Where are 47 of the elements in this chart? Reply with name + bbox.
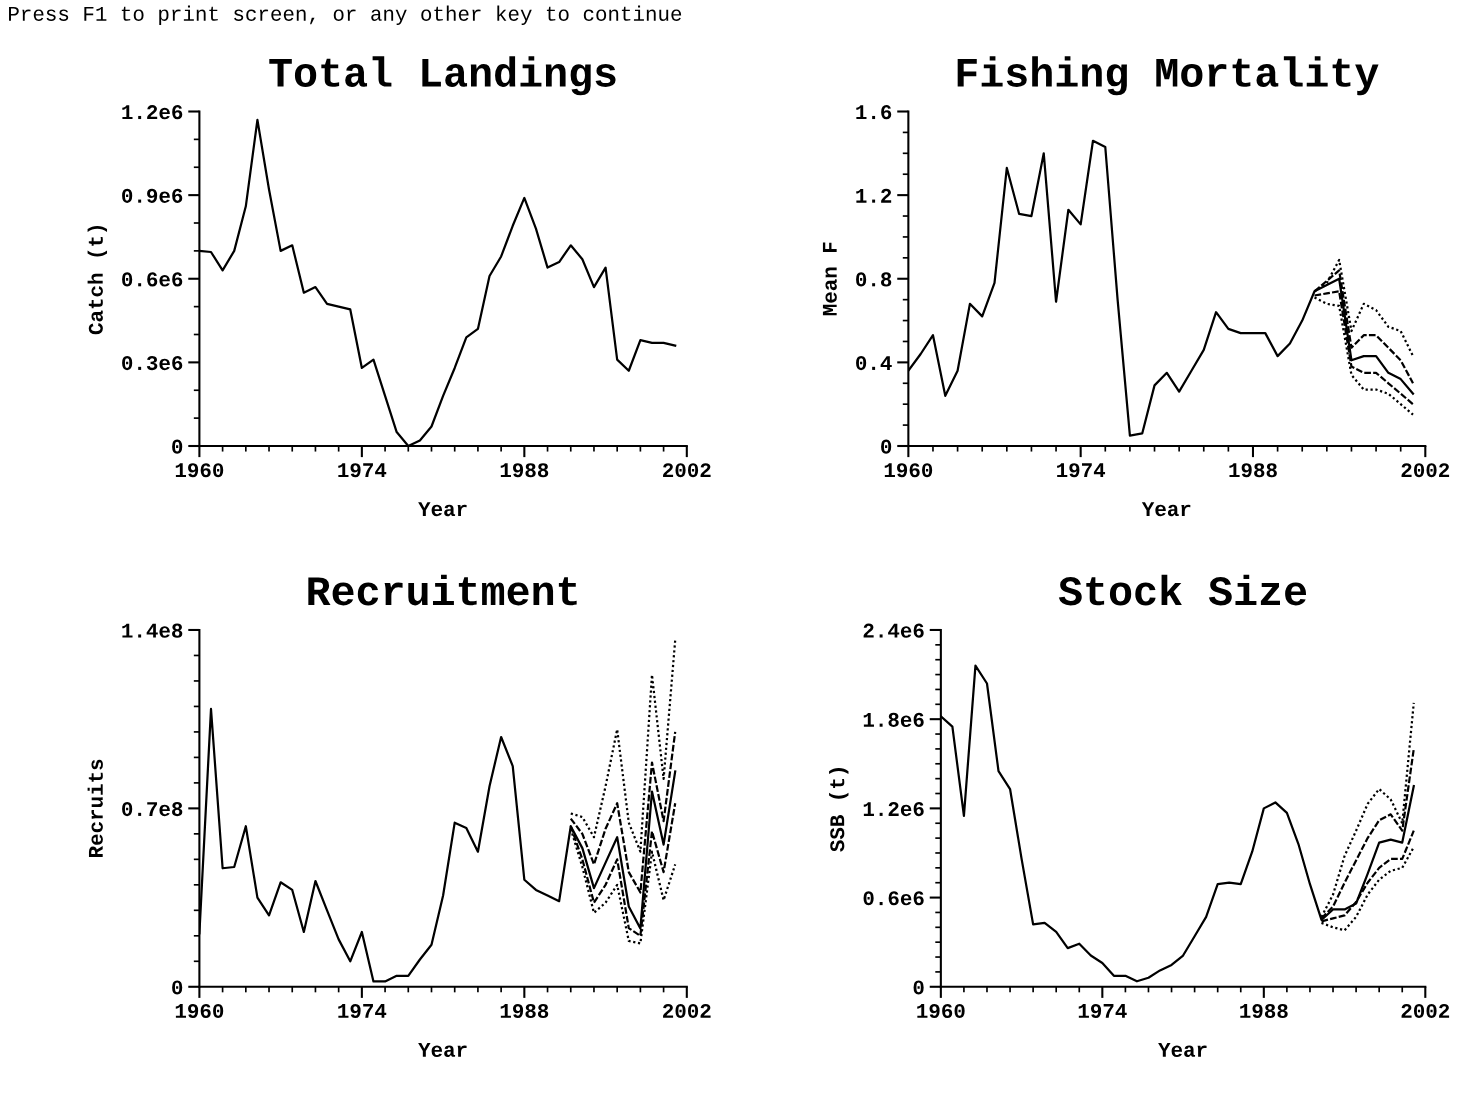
x-tick-label: 2002 — [663, 1003, 711, 1019]
y-axis-title: Mean F — [822, 242, 837, 316]
x-tick-label: 1974 — [338, 463, 387, 478]
y-tick-label: 0 — [881, 439, 892, 454]
chart-title: Total Landings — [269, 56, 616, 96]
x-tick-label: 1960 — [884, 463, 933, 478]
x-tick-label: 1974 — [1057, 463, 1106, 478]
y-tick-label: 0.3e6 — [122, 355, 183, 371]
x-axis-title: Year — [418, 1042, 467, 1057]
x-tick-label: 1974 — [1078, 1003, 1127, 1019]
y-tick-label: 1.2e6 — [863, 801, 924, 817]
chart-title: Recruitment — [308, 574, 577, 606]
y-tick-label: 1.6 — [856, 105, 892, 120]
y-axis-title: Catch (t) — [87, 225, 108, 335]
y-tick-label: 1.8e6 — [863, 712, 924, 727]
y-tick-label: 0.9e6 — [122, 188, 183, 203]
x-axis-title: Year — [1141, 502, 1191, 517]
y-tick-label: 1.4e8 — [122, 623, 183, 638]
chart-title: Fishing Mortality — [957, 56, 1379, 96]
chart-title: Stock Size — [1058, 574, 1307, 606]
x-tick-label: 1974 — [338, 1003, 387, 1019]
y-tick-label: 0.7e8 — [122, 801, 183, 817]
x-axis-title: Year — [418, 502, 467, 517]
y-axis-title: Recruits — [87, 759, 103, 857]
y-tick-label: 1.2e6 — [122, 105, 183, 120]
y-tick-label: 0.4 — [856, 355, 892, 371]
x-tick-label: 1988 — [1229, 463, 1277, 478]
y-tick-label: 2.4e6 — [863, 623, 924, 638]
x-axis-title: Year — [1158, 1042, 1207, 1057]
y-tick-label: 1.2 — [856, 188, 892, 203]
x-tick-label: 1960 — [917, 1003, 965, 1019]
x-tick-label: 1988 — [1240, 1003, 1288, 1019]
y-tick-label: 0.6e6 — [122, 272, 183, 287]
x-tick-label: 2002 — [1401, 463, 1450, 478]
x-tick-label: 1988 — [500, 1003, 549, 1019]
text: Press F1 to print screen, or any other key to continue — [9, 5, 682, 25]
x-tick-label: 2002 — [1401, 1003, 1450, 1019]
y-tick-label: 0.8 — [856, 272, 892, 287]
y-tick-label: 0 — [913, 980, 924, 995]
x-tick-label: 2002 — [663, 463, 711, 478]
y-tick-label: 0 — [172, 439, 183, 454]
y-axis-title: SSB (t) — [829, 768, 849, 852]
y-tick-label: 0 — [172, 980, 183, 995]
y-tick-label: 0.6e6 — [863, 891, 924, 906]
x-tick-label: 1988 — [500, 463, 549, 478]
x-tick-label: 1960 — [175, 463, 224, 478]
x-tick-label: 1960 — [175, 1003, 224, 1019]
